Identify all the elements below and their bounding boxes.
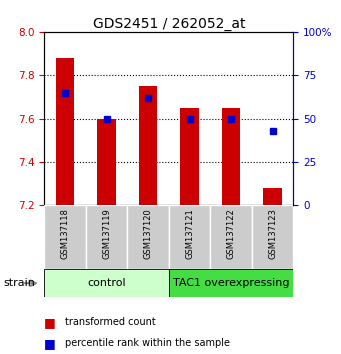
Bar: [180, 108, 199, 205]
Text: strain: strain: [3, 278, 35, 288]
Text: control: control: [87, 278, 126, 288]
Bar: [169, 269, 293, 297]
Text: GSM137119: GSM137119: [102, 209, 111, 259]
Bar: [56, 58, 74, 205]
Text: GSM137122: GSM137122: [226, 209, 236, 259]
Bar: [97, 119, 116, 205]
Text: transformed count: transformed count: [65, 317, 155, 327]
Bar: [44, 269, 169, 297]
Bar: [263, 188, 282, 205]
Text: GSM137123: GSM137123: [268, 209, 277, 259]
Bar: [252, 205, 293, 269]
Bar: [44, 205, 86, 269]
Bar: [210, 205, 252, 269]
Text: GSM137120: GSM137120: [144, 209, 152, 259]
Bar: [86, 205, 127, 269]
Text: GSM137121: GSM137121: [185, 209, 194, 259]
Text: ■: ■: [44, 316, 56, 329]
Bar: [139, 86, 158, 205]
Bar: [222, 108, 240, 205]
Text: TAC1 overexpressing: TAC1 overexpressing: [173, 278, 289, 288]
Bar: [127, 205, 169, 269]
Text: ■: ■: [44, 337, 56, 350]
Text: GSM137118: GSM137118: [61, 209, 70, 259]
Text: percentile rank within the sample: percentile rank within the sample: [65, 338, 230, 348]
Title: GDS2451 / 262052_at: GDS2451 / 262052_at: [92, 17, 245, 31]
Bar: [169, 205, 210, 269]
